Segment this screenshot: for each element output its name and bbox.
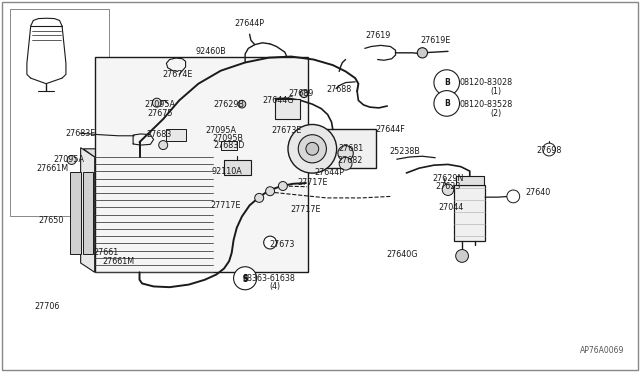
Circle shape bbox=[339, 157, 352, 170]
Text: B: B bbox=[444, 99, 449, 108]
Text: 08120-83528: 08120-83528 bbox=[460, 100, 513, 109]
Text: S: S bbox=[243, 274, 248, 283]
Circle shape bbox=[338, 145, 353, 161]
Circle shape bbox=[159, 141, 168, 150]
Text: 27683D: 27683D bbox=[213, 141, 245, 150]
Text: 27675: 27675 bbox=[147, 109, 173, 118]
Text: 27683: 27683 bbox=[146, 130, 172, 139]
Circle shape bbox=[264, 236, 276, 249]
Text: 27706: 27706 bbox=[34, 302, 60, 311]
Text: 27629N: 27629N bbox=[432, 174, 464, 183]
Circle shape bbox=[442, 184, 454, 195]
Text: 27619E: 27619E bbox=[420, 36, 451, 45]
Text: 08363-61638: 08363-61638 bbox=[243, 274, 295, 283]
Polygon shape bbox=[81, 148, 95, 272]
Text: 27717E: 27717E bbox=[291, 205, 321, 214]
Circle shape bbox=[288, 125, 337, 173]
Circle shape bbox=[300, 90, 308, 97]
Text: 27688: 27688 bbox=[326, 85, 352, 94]
Circle shape bbox=[234, 267, 257, 290]
Text: (2): (2) bbox=[490, 109, 502, 118]
Text: 27640: 27640 bbox=[525, 188, 550, 197]
Text: 27717E: 27717E bbox=[210, 201, 241, 210]
Circle shape bbox=[434, 70, 460, 95]
Text: 27095A: 27095A bbox=[205, 126, 236, 135]
Text: AP76A0069: AP76A0069 bbox=[580, 346, 624, 355]
Text: S: S bbox=[243, 275, 248, 283]
Text: 27644F: 27644F bbox=[376, 125, 405, 134]
Circle shape bbox=[298, 135, 326, 163]
Text: 27681: 27681 bbox=[338, 144, 364, 153]
Circle shape bbox=[417, 48, 428, 58]
Text: 27683E: 27683E bbox=[65, 129, 95, 138]
Text: 27095B: 27095B bbox=[212, 134, 243, 143]
Text: 27644G: 27644G bbox=[262, 96, 294, 105]
Bar bbox=[224, 160, 251, 175]
Text: 92460B: 92460B bbox=[196, 47, 227, 56]
Circle shape bbox=[278, 182, 287, 190]
Text: 27650: 27650 bbox=[38, 216, 64, 225]
Text: 27674E: 27674E bbox=[163, 70, 193, 79]
Circle shape bbox=[507, 190, 520, 203]
Text: 27661M: 27661M bbox=[102, 257, 134, 266]
Text: 27640G: 27640G bbox=[386, 250, 418, 259]
Circle shape bbox=[237, 271, 253, 287]
Bar bbox=[456, 176, 484, 185]
Text: 27673: 27673 bbox=[269, 240, 294, 249]
Text: 27644P: 27644P bbox=[315, 169, 344, 177]
Text: B: B bbox=[444, 78, 449, 87]
Text: (4): (4) bbox=[269, 282, 281, 291]
Circle shape bbox=[152, 98, 161, 107]
Bar bbox=[454, 185, 485, 241]
Bar bbox=[300, 129, 376, 168]
Text: 92110A: 92110A bbox=[212, 167, 243, 176]
Text: 27623: 27623 bbox=[435, 182, 461, 191]
Circle shape bbox=[266, 187, 275, 196]
Circle shape bbox=[456, 250, 468, 262]
Text: 27717E: 27717E bbox=[297, 178, 328, 187]
Bar bbox=[275, 99, 300, 119]
Text: 27661M: 27661M bbox=[36, 164, 68, 173]
Circle shape bbox=[434, 91, 460, 116]
Text: 27661: 27661 bbox=[93, 248, 118, 257]
Text: 27673E: 27673E bbox=[271, 126, 302, 135]
Text: 27698: 27698 bbox=[536, 146, 562, 155]
Bar bbox=[221, 141, 237, 150]
Circle shape bbox=[67, 155, 76, 164]
Text: 27619: 27619 bbox=[365, 31, 390, 40]
Bar bbox=[10, 9, 109, 216]
Text: 27689: 27689 bbox=[288, 89, 314, 97]
Circle shape bbox=[306, 142, 319, 155]
Circle shape bbox=[255, 193, 264, 202]
Text: 27682: 27682 bbox=[337, 156, 363, 165]
Bar bbox=[83, 172, 93, 254]
Text: 27629B: 27629B bbox=[214, 100, 244, 109]
Polygon shape bbox=[83, 149, 225, 157]
Text: (1): (1) bbox=[490, 87, 502, 96]
Bar bbox=[166, 129, 186, 141]
Circle shape bbox=[238, 100, 246, 108]
Text: 27644P: 27644P bbox=[235, 19, 264, 28]
Text: 27095A: 27095A bbox=[145, 100, 175, 109]
Text: 27095A: 27095A bbox=[53, 155, 84, 164]
Bar bbox=[95, 57, 308, 272]
Circle shape bbox=[543, 143, 556, 156]
Bar bbox=[70, 172, 81, 254]
Text: 27044: 27044 bbox=[438, 203, 464, 212]
Text: 08120-83028: 08120-83028 bbox=[460, 78, 513, 87]
Text: 25238B: 25238B bbox=[389, 147, 420, 156]
